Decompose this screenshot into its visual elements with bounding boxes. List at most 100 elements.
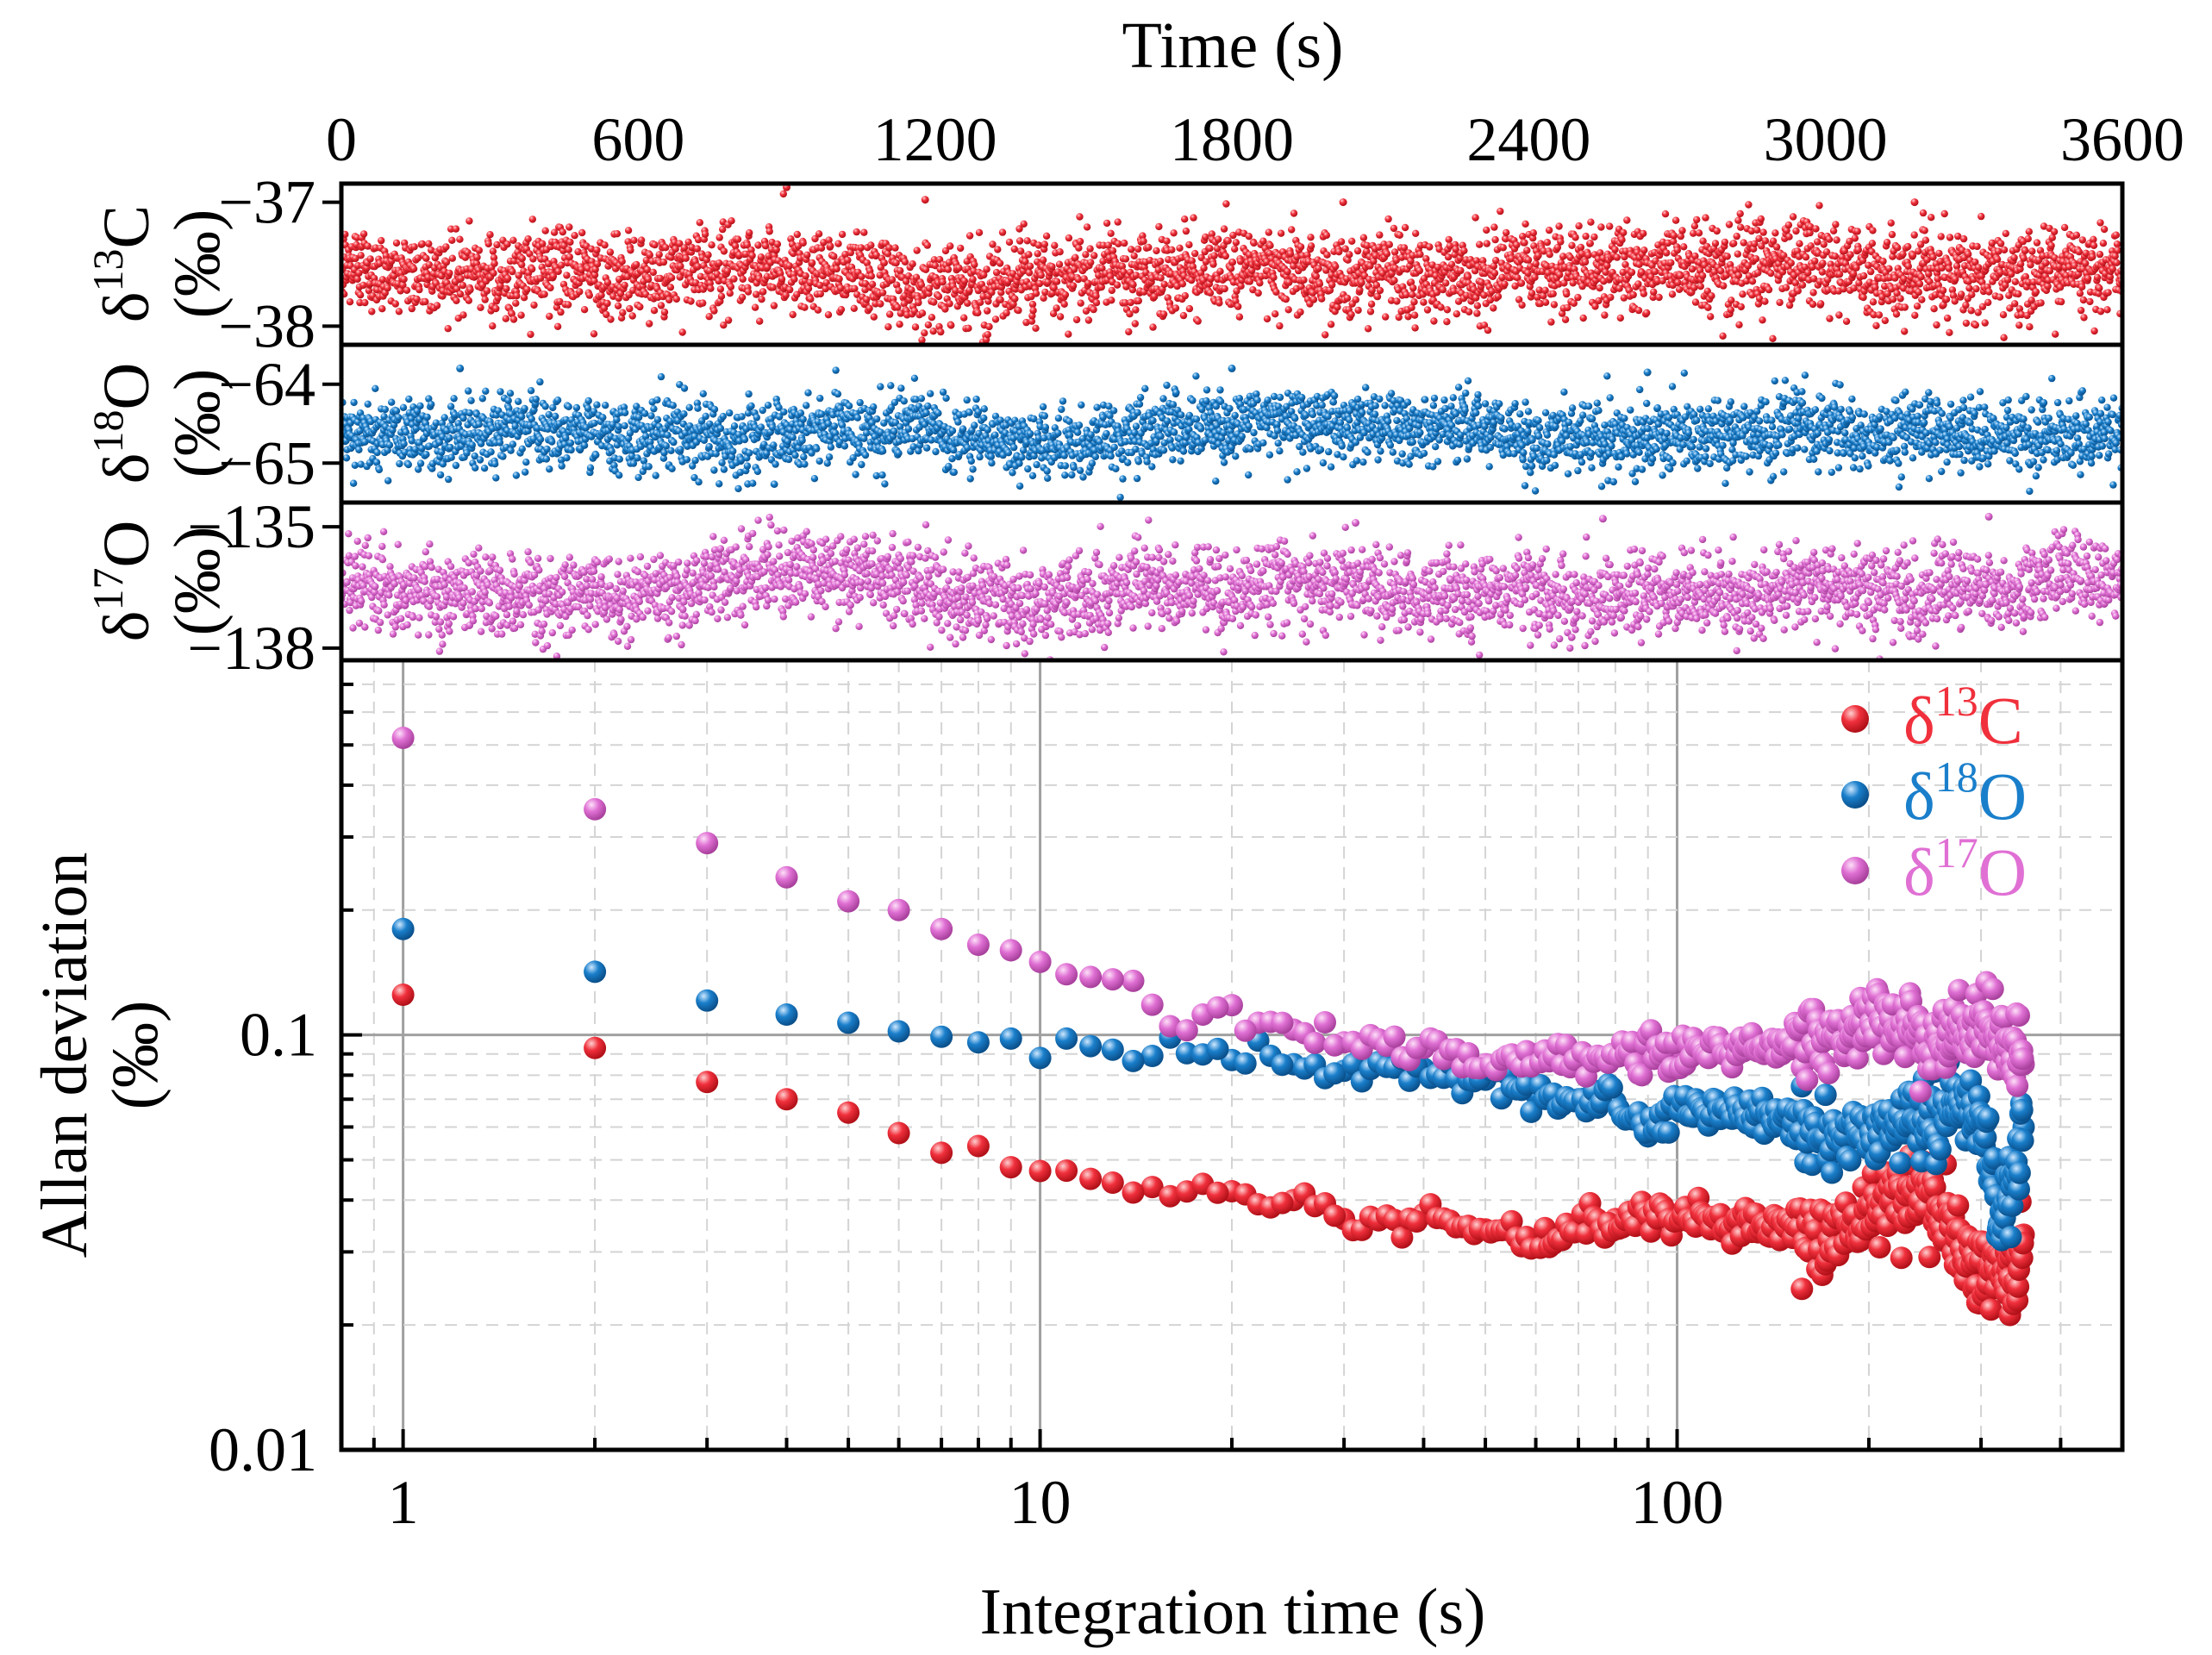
timeseries-point: [659, 454, 668, 462]
timeseries-point: [884, 250, 892, 258]
timeseries-point: [1780, 252, 1788, 259]
timeseries-point: [727, 283, 735, 290]
timeseries-point: [1437, 303, 1445, 311]
timeseries-point: [797, 409, 805, 417]
timeseries-point: [1376, 286, 1384, 295]
timeseries-point: [2028, 247, 2036, 255]
timeseries-point: [959, 425, 967, 433]
timeseries-point: [515, 272, 522, 279]
timeseries-point: [1410, 298, 1418, 306]
timeseries-point: [465, 387, 472, 395]
timeseries-point: [2096, 308, 2105, 315]
timeseries-point: [1915, 247, 1922, 255]
timeseries-point: [1370, 257, 1378, 265]
timeseries-point: [1785, 301, 1794, 309]
timeseries-point: [955, 264, 963, 272]
timeseries-point: [425, 261, 434, 269]
time-tick-label: 1800: [1170, 105, 1294, 174]
timeseries-point: [1341, 245, 1349, 253]
timeseries-point: [471, 452, 478, 460]
timeseries-point: [1015, 306, 1022, 315]
timeseries-point: [981, 285, 990, 293]
timeseries-point: [1140, 237, 1147, 245]
timeseries-point: [1853, 264, 1860, 272]
timeseries-point: [1739, 290, 1746, 298]
timeseries-point: [634, 454, 641, 462]
timeseries-point: [1511, 282, 1519, 290]
timeseries-point: [1543, 239, 1552, 247]
timeseries-point: [1859, 272, 1868, 280]
timeseries-point: [650, 405, 658, 413]
timeseries-point: [522, 468, 529, 476]
timeseries-point: [655, 251, 663, 259]
timeseries-point: [1556, 271, 1564, 278]
timeseries-point: [759, 288, 767, 296]
timeseries-point: [1480, 322, 1489, 329]
timeseries-point: [572, 403, 581, 412]
timeseries-point: [745, 390, 753, 398]
timeseries-point: [1499, 244, 1508, 252]
timeseries-point: [416, 402, 424, 410]
timeseries-point: [2028, 297, 2035, 304]
timeseries-point: [1404, 313, 1412, 321]
timeseries-point: [736, 468, 744, 477]
timeseries-point: [910, 374, 919, 382]
timeseries-point: [2005, 291, 2013, 299]
timeseries-point: [527, 387, 535, 395]
timeseries-point: [361, 298, 369, 307]
timeseries-point: [415, 465, 422, 473]
timeseries-point: [554, 267, 562, 276]
timeseries-point: [1044, 278, 1053, 286]
timeseries-point: [817, 244, 826, 252]
timeseries-point: [1559, 253, 1567, 260]
timeseries-point: [1390, 224, 1398, 233]
timeseries-point: [820, 239, 828, 247]
timeseries-point: [1221, 284, 1228, 293]
timeseries-point: [1942, 296, 1951, 303]
timeseries-point: [2082, 249, 2090, 257]
timeseries-point: [2078, 283, 2086, 290]
timeseries-point: [1871, 284, 1879, 291]
timeseries-point: [1309, 296, 1318, 303]
timeseries-point: [402, 428, 410, 436]
timeseries-point: [644, 275, 653, 284]
timeseries-point: [1549, 290, 1557, 297]
timeseries-point: [490, 253, 498, 262]
timeseries-point: [636, 303, 644, 311]
timeseries-point: [1200, 264, 1208, 272]
timeseries-point: [979, 292, 987, 300]
timeseries-point: [1550, 301, 1559, 309]
timeseries-point: [1663, 249, 1671, 257]
timeseries-point: [2018, 310, 2026, 319]
timeseries-point: [634, 473, 642, 482]
timeseries-point: [1202, 258, 1210, 265]
timeseries-point: [784, 455, 793, 464]
timeseries-point: [1939, 286, 1947, 295]
timeseries-point: [1309, 289, 1317, 297]
timeseries-point: [965, 286, 973, 294]
timeseries-point: [984, 297, 992, 305]
timeseries-point: [1929, 253, 1937, 261]
timeseries-point: [1131, 320, 1140, 328]
timeseries-point: [2096, 219, 2104, 227]
timeseries-point: [1348, 237, 1356, 245]
timeseries-point: [1809, 300, 1817, 309]
timeseries-point: [1865, 261, 1872, 269]
timeseries-point: [553, 322, 562, 330]
timeseries-point: [910, 307, 919, 315]
timeseries-point: [590, 277, 598, 285]
timeseries-point: [770, 441, 778, 449]
timeseries-point: [770, 302, 778, 309]
timeseries-point: [853, 290, 861, 298]
timeseries-point: [657, 302, 665, 309]
timeseries-point: [1809, 289, 1817, 297]
timeseries-point: [1721, 238, 1729, 247]
timeseries-point: [1383, 250, 1391, 258]
timeseries-point: [1787, 259, 1795, 267]
timeseries-point: [2003, 276, 2012, 284]
timeseries-point: [592, 451, 600, 459]
timeseries-point: [635, 413, 643, 422]
timeseries-point: [422, 297, 429, 306]
timeseries-point: [1572, 234, 1579, 241]
timeseries-point: [489, 247, 497, 255]
